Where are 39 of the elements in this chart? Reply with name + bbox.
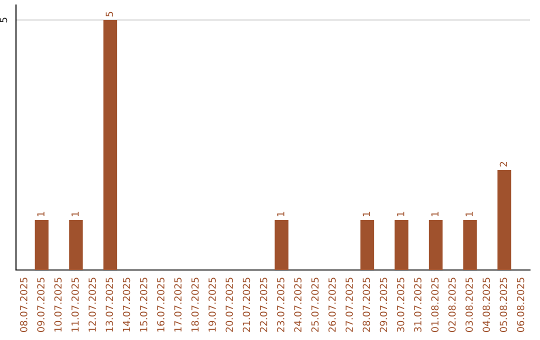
data-label: 1 <box>277 212 284 216</box>
x-tick-label: 10.07.2025 <box>54 278 62 332</box>
data-label: 1 <box>397 212 404 216</box>
x-tick-label: 23.07.2025 <box>277 278 284 332</box>
data-label: 1 <box>37 212 44 216</box>
x-tick-label: 27.07.2025 <box>346 278 353 332</box>
x-tick-label: 16.07.2025 <box>157 278 164 332</box>
x-tick-label: 30.07.2025 <box>396 278 404 332</box>
x-tick-label: 04.08.2025 <box>482 278 490 332</box>
x-tick-label: 14.07.2025 <box>122 278 130 332</box>
x-tick-label: 29.07.2025 <box>380 278 388 332</box>
x-tick-label: 20.07.2025 <box>226 278 233 332</box>
data-label: 1 <box>362 212 370 216</box>
data-label: 5 <box>106 12 114 16</box>
data-label: 2 <box>500 162 507 167</box>
x-tick-label: 15.07.2025 <box>140 278 148 332</box>
x-tick-label: 22.07.2025 <box>260 278 268 332</box>
x-tick-label: 19.07.2025 <box>208 278 216 332</box>
x-tick-label: 12.07.2025 <box>88 278 96 332</box>
x-tick-label: 06.08.2025 <box>516 278 524 332</box>
x-tick-label: 25.07.2025 <box>311 278 319 332</box>
x-tick-label: 28.07.2025 <box>362 278 370 332</box>
x-tick-label: 13.07.2025 <box>106 278 114 332</box>
x-tick-label: 18.07.2025 <box>191 278 199 332</box>
x-tick-label: 03.08.2025 <box>466 278 473 332</box>
x-tick-label: 21.07.2025 <box>242 278 250 332</box>
x-tick-label: 05.08.2025 <box>500 278 508 332</box>
data-label: 1 <box>431 212 438 216</box>
data-label: 1 <box>466 212 473 216</box>
x-tick-label: 24.07.2025 <box>294 278 302 332</box>
x-tick-label: 11.07.2025 <box>71 278 79 332</box>
data-label: 1 <box>72 212 79 216</box>
x-tick-label: 08.07.2025 <box>20 278 28 332</box>
x-tick-label: 09.07.2025 <box>37 278 45 332</box>
x-tick-label: 26.07.2025 <box>328 278 336 332</box>
x-tick-label: 01.08.2025 <box>431 278 439 332</box>
x-tick-label: 17.07.2025 <box>174 278 182 332</box>
x-tick-label: 02.08.2025 <box>448 278 456 332</box>
x-tick-label: 31.07.2025 <box>414 278 422 332</box>
